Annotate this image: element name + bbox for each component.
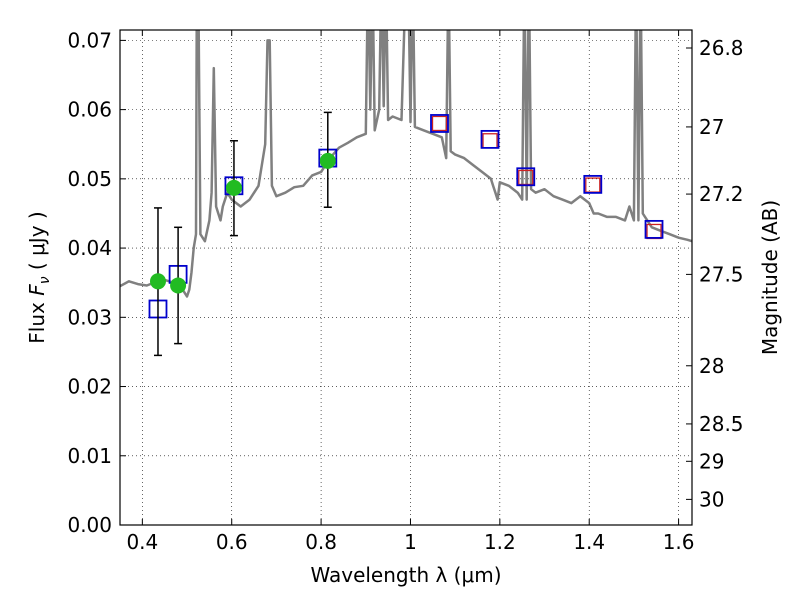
red-square-marker: [585, 177, 601, 193]
right-tick-label: 30: [699, 487, 724, 511]
right-tick-label: 28.5: [699, 412, 744, 436]
y-tick-label: 0.01: [67, 444, 112, 468]
y-tick-label: 0.07: [67, 28, 112, 52]
y-tick-label: 0.04: [67, 236, 112, 260]
blue-square-marker: [644, 219, 664, 239]
blue-square-marker: [583, 174, 603, 194]
x-tick-label: 1.4: [573, 530, 605, 554]
right-tick-label: 29: [699, 449, 724, 473]
y-axis-label: Flux Fν ( μJy ): [25, 211, 53, 343]
x-axis-label: Wavelength λ (μm): [310, 563, 501, 587]
y-tick-label: 0.02: [67, 375, 112, 399]
ticks-layer: 0.4 0.6 0.8 1 1.2 1.4 1.6 0.00 0.01 0.02 0.03 0.04 0…: [67, 28, 743, 554]
series-layer: [120, 30, 692, 298]
model-spectrum-line: [120, 30, 692, 298]
x-tick-label: 0.8: [305, 530, 337, 554]
x-tick-label: 0.6: [216, 530, 248, 554]
x-tick-label: 1.2: [484, 530, 516, 554]
right-tick-label: 26.8: [699, 36, 744, 60]
right-axis-label: Magnitude (AB): [758, 200, 782, 355]
markers-layer: [148, 111, 664, 357]
plot-frame: [119, 29, 693, 526]
grid-lines: [120, 30, 692, 526]
y-tick-label: 0.00: [67, 513, 112, 537]
blue-square-marker: [430, 114, 449, 133]
green-data-point: [170, 277, 187, 294]
right-tick-label: 28: [699, 354, 724, 378]
y-tick-label: 0.06: [67, 98, 112, 122]
red-square-marker: [431, 115, 448, 132]
x-tick-label: 1: [404, 530, 417, 554]
green-data-point: [225, 179, 242, 196]
blue-square-marker: [516, 167, 536, 187]
x-tick-label: 0.4: [126, 530, 158, 554]
red-square-marker: [646, 223, 662, 240]
right-tick-label: 27: [699, 115, 724, 139]
red-square-marker: [482, 133, 498, 149]
y-tick-label: 0.03: [67, 305, 112, 329]
x-tick-label: 1.6: [663, 530, 695, 554]
right-tick-label: 27.2: [699, 182, 744, 206]
y-tick-label: 0.05: [67, 167, 112, 191]
blue-square-marker: [480, 129, 500, 149]
right-tick-label: 27.5: [699, 262, 744, 286]
green-data-point: [319, 152, 336, 169]
green-data-point: [149, 273, 166, 290]
